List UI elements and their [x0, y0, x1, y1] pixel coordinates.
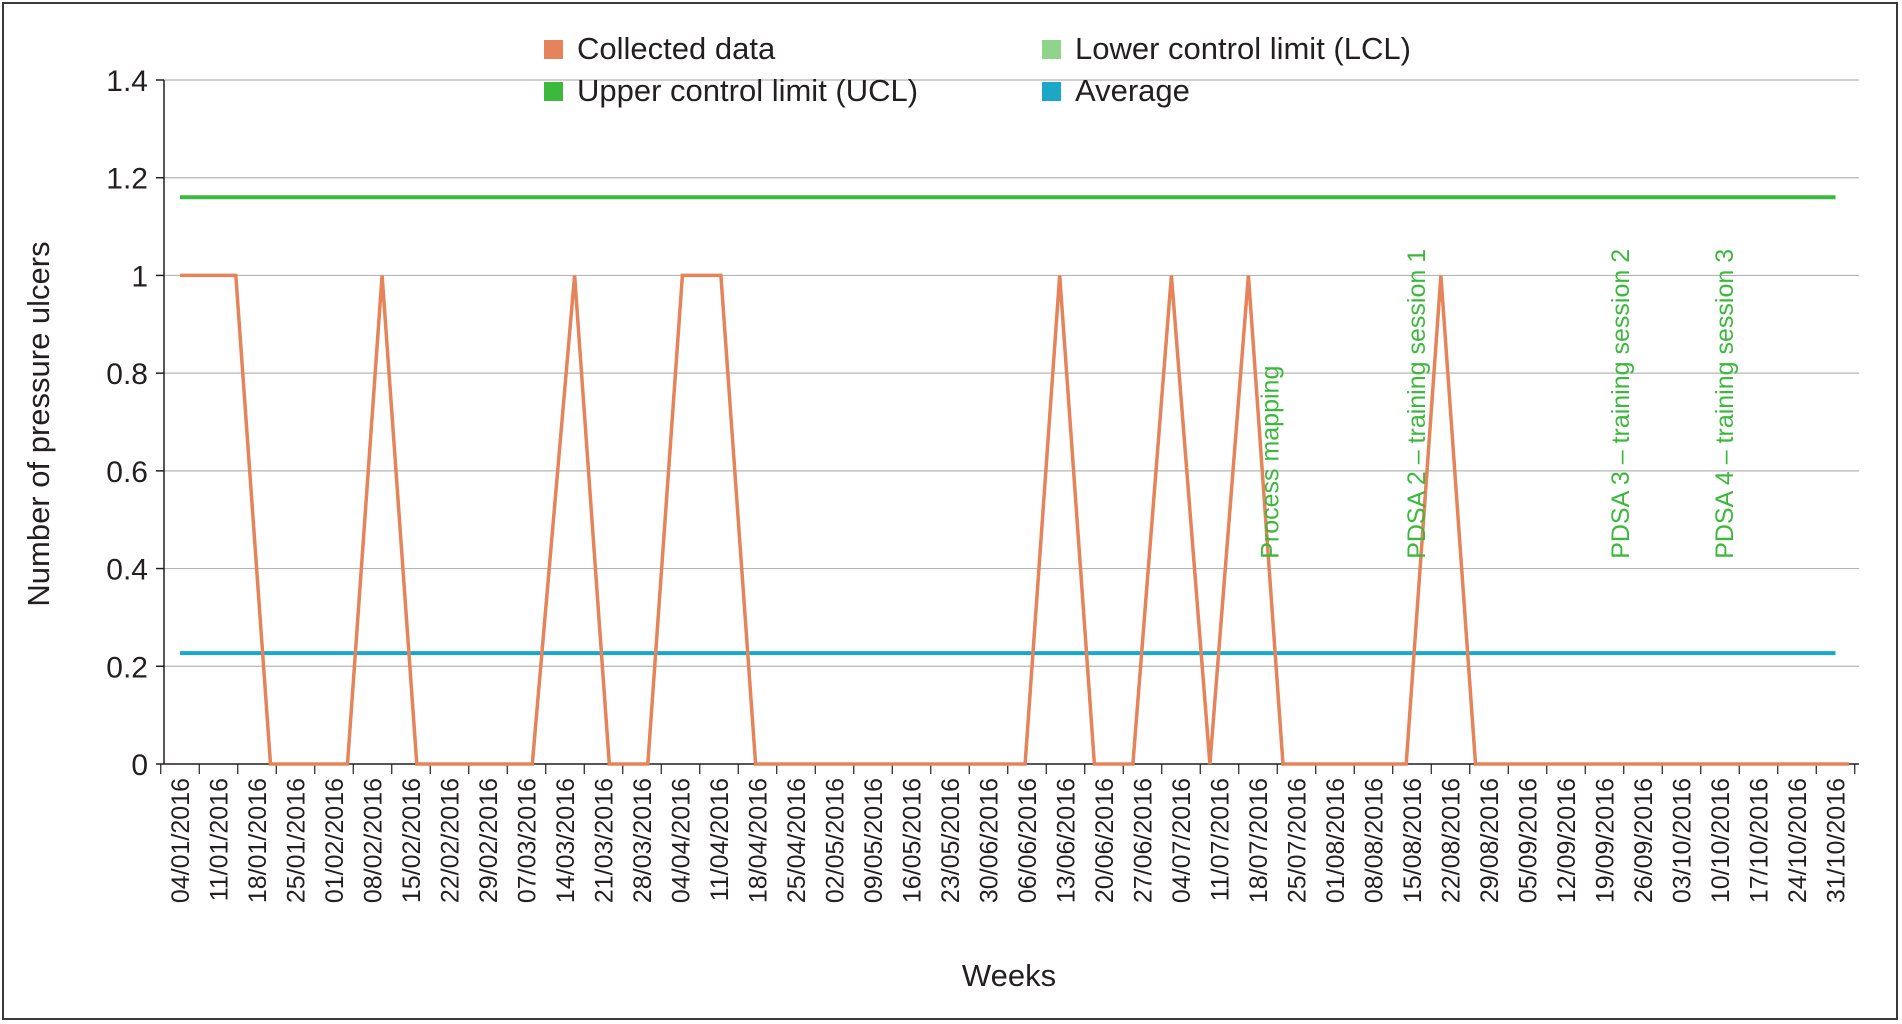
x-tick-label: 04/04/2016	[668, 778, 696, 903]
legend: Collected data Lower control limit (LCL) U…	[544, 31, 1411, 108]
x-tick-label: 29/02/2016	[475, 778, 503, 903]
legend-swatch	[1042, 82, 1061, 101]
legend-label: Lower control limit (LCL)	[1075, 31, 1411, 66]
x-tick-label: 11/01/2016	[206, 778, 234, 901]
x-tick-label: 08/02/2016	[360, 778, 388, 903]
x-tick-label: 05/09/2016	[1515, 778, 1543, 903]
x-tick-label: 25/01/2016	[283, 778, 311, 903]
x-axis-title: Weeks	[962, 958, 1056, 993]
legend-swatch	[544, 40, 563, 59]
x-tick-label: 25/07/2016	[1284, 778, 1312, 903]
y-tick-label: 0.4	[106, 554, 148, 587]
legend-label: Upper control limit (UCL)	[577, 73, 918, 108]
x-tick-label: 18/07/2016	[1245, 778, 1273, 903]
annotations: Process mapping PDSA 2 – training session…	[1257, 249, 1739, 559]
legend-swatch	[1042, 40, 1061, 59]
y-tick-labels: 0 0.2 0.4 0.6 0.8 1 1.2 1.4	[106, 65, 148, 782]
x-tick-label: 12/09/2016	[1553, 778, 1581, 903]
x-tick-label: 17/10/2016	[1746, 778, 1774, 903]
y-axis-title: Number of pressure ulcers	[21, 241, 56, 606]
x-tick-label: 10/10/2016	[1707, 778, 1735, 903]
annotation-label: PDSA 3 – training session 2	[1607, 249, 1635, 559]
x-tick-label: 28/03/2016	[629, 778, 657, 903]
y-tick-label: 0.6	[106, 456, 148, 489]
x-tick-label: 02/05/2016	[822, 778, 850, 903]
x-tick-label: 13/06/2016	[1053, 778, 1081, 903]
x-tick-label: 25/04/2016	[783, 778, 811, 903]
x-tick-label: 08/08/2016	[1361, 778, 1389, 903]
x-tick-label: 11/04/2016	[706, 778, 734, 901]
x-tick-label: 23/05/2016	[937, 778, 965, 903]
x-tick-label: 22/02/2016	[437, 778, 465, 903]
x-tick-label: 18/04/2016	[745, 778, 773, 903]
x-tick-label: 16/05/2016	[899, 778, 927, 903]
axes	[163, 80, 1859, 765]
x-tick-label: 30/06/2016	[976, 778, 1004, 903]
x-tick-label: 15/02/2016	[398, 778, 426, 903]
x-tick-label: 18/01/2016	[244, 778, 272, 903]
y-tick-label: 0.8	[106, 358, 148, 391]
x-tick-label: 06/06/2016	[1014, 778, 1042, 903]
x-tick-label: 01/02/2016	[321, 778, 349, 903]
x-tick-label: 27/06/2016	[1130, 778, 1158, 903]
control-chart: 0 0.2 0.4 0.6 0.8 1 1.2 1.4 04/01/2016 11/01/201…	[21, 31, 1859, 993]
x-tick-label: 22/08/2016	[1438, 778, 1466, 903]
legend-swatch	[544, 82, 563, 101]
limit-lines	[180, 195, 1836, 656]
legend-label: Collected data	[577, 31, 776, 66]
annotation-label: Process mapping	[1257, 366, 1285, 559]
y-tick-label: 1.4	[106, 65, 148, 98]
y-tick-label: 0.2	[106, 651, 148, 684]
x-tick-label: 24/10/2016	[1784, 778, 1812, 903]
x-tick-label: 29/08/2016	[1476, 778, 1504, 903]
x-tick-label: 04/07/2016	[1168, 778, 1196, 903]
x-tick-label: 03/10/2016	[1669, 778, 1697, 903]
y-tick-label: 1	[131, 260, 148, 293]
x-tick-label: 09/05/2016	[860, 778, 888, 903]
x-tick-label: 31/10/2016	[1823, 778, 1851, 903]
x-tick-label: 26/09/2016	[1630, 778, 1658, 903]
x-tick-label: 07/03/2016	[514, 778, 542, 903]
x-tick-label: 21/03/2016	[591, 778, 619, 903]
y-tick-label: 0	[131, 749, 148, 782]
x-tick-label: 01/08/2016	[1322, 778, 1350, 903]
annotation-label: PDSA 2 – training session 1	[1403, 249, 1431, 559]
x-tick-label: 14/03/2016	[552, 778, 580, 903]
y-tick-label: 1.2	[106, 163, 148, 196]
x-tick-label: 20/06/2016	[1091, 778, 1119, 903]
legend-label: Average	[1075, 73, 1190, 108]
x-tick-label: 19/09/2016	[1592, 778, 1620, 903]
x-tick-label: 15/08/2016	[1399, 778, 1427, 903]
grid-lines	[156, 79, 1859, 765]
annotation-label: PDSA 4 – training session 3	[1711, 249, 1739, 559]
data-series	[180, 273, 1849, 766]
x-tick-labels: 04/01/2016 11/01/2016 18/01/2016 25/01/2016…	[160, 764, 1856, 903]
x-tick-label: 04/01/2016	[167, 778, 195, 903]
x-tick-label: 11/07/2016	[1207, 778, 1235, 901]
collected-data-line	[180, 273, 1849, 766]
